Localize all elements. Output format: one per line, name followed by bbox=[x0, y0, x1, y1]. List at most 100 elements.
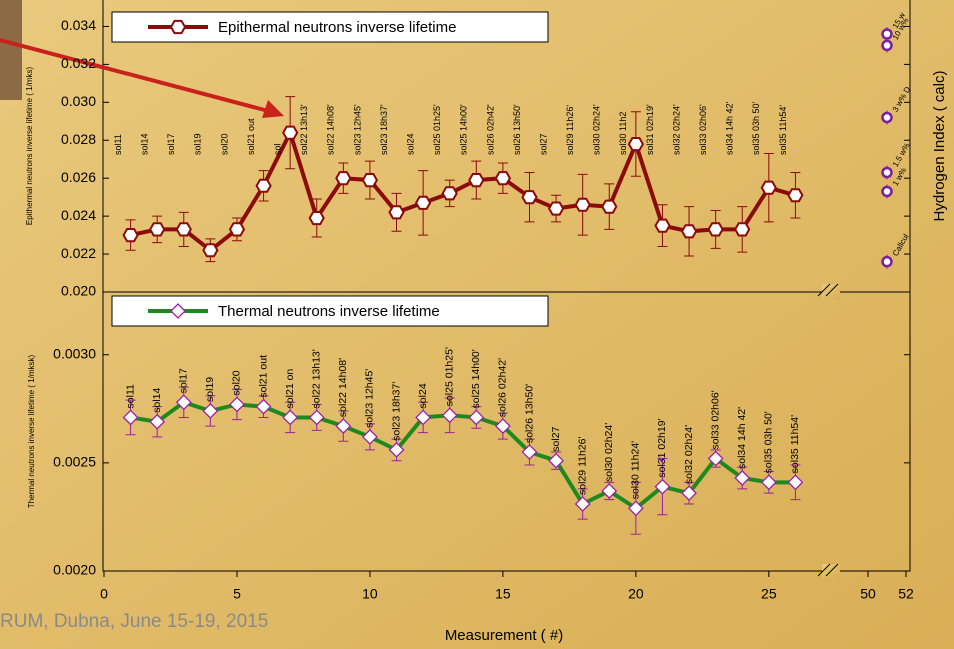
x-tick-label: 10 bbox=[362, 586, 378, 602]
y-tick-label: 0.0030 bbox=[53, 345, 96, 361]
marker bbox=[388, 441, 405, 458]
marker bbox=[441, 186, 458, 201]
calibration-point bbox=[881, 39, 893, 52]
marker bbox=[229, 396, 245, 413]
point-label: sol33 02h06' bbox=[698, 104, 708, 155]
point-label: sol34 14h 42' bbox=[725, 101, 735, 155]
marker bbox=[468, 173, 485, 188]
marker bbox=[335, 418, 352, 435]
marker bbox=[361, 173, 379, 188]
point-label: sol35 03h 50' bbox=[763, 411, 775, 473]
marker bbox=[627, 500, 644, 517]
y-tick-label: 0.022 bbox=[61, 245, 96, 261]
marker bbox=[414, 195, 432, 210]
x-tick-label: 50 bbox=[860, 586, 876, 602]
point-label: sol20 bbox=[231, 370, 243, 395]
marker bbox=[202, 403, 219, 419]
marker bbox=[202, 243, 219, 258]
point-label: sol31 02h19' bbox=[645, 104, 655, 155]
point-label: sol35 11h54' bbox=[789, 415, 801, 473]
marker bbox=[175, 394, 192, 411]
marker bbox=[627, 137, 645, 152]
point-label: sol34 14h 42' bbox=[736, 407, 748, 469]
point-label: sol24 bbox=[405, 133, 415, 155]
point-label: sol26 02h42' bbox=[497, 358, 509, 417]
marker bbox=[521, 190, 538, 205]
calibration-point bbox=[881, 185, 893, 198]
x-axis-title: Measurement ( #) bbox=[445, 627, 563, 644]
point-label: sol30 02h24' bbox=[603, 423, 615, 482]
marker bbox=[122, 409, 139, 426]
x-tick-label: 0 bbox=[100, 586, 108, 602]
point-label: sol33 02h06' bbox=[709, 390, 721, 449]
marker bbox=[175, 222, 192, 237]
point-label: sol bbox=[273, 143, 283, 155]
point-label: sol29 11h26' bbox=[576, 437, 588, 495]
legend-marker bbox=[169, 19, 187, 35]
marker bbox=[547, 201, 565, 216]
point-label: sol26 13h50' bbox=[523, 384, 535, 443]
marker bbox=[521, 444, 538, 460]
marker bbox=[548, 452, 565, 469]
marker bbox=[228, 222, 246, 237]
point-label: sol21 on bbox=[284, 369, 296, 409]
point-label: sol23 12h45' bbox=[364, 369, 376, 428]
point-label: sol30 02h24' bbox=[592, 104, 602, 155]
y-tick-label: 0.024 bbox=[61, 207, 96, 223]
point-label: sol21 out bbox=[246, 118, 256, 155]
marker bbox=[574, 496, 591, 512]
x-tick-label: 5 bbox=[233, 586, 241, 602]
marker bbox=[574, 197, 591, 212]
marker bbox=[415, 409, 432, 426]
point-label: sol22 13h13' bbox=[311, 349, 323, 408]
y-tick-label: 0.028 bbox=[61, 131, 96, 147]
point-label: sol11 bbox=[113, 134, 123, 155]
marker bbox=[787, 188, 804, 203]
point-label: sol30 11h2 bbox=[618, 112, 628, 155]
point-label: sol35 03h 50' bbox=[751, 101, 761, 155]
y-tick-label: 0.030 bbox=[61, 93, 96, 109]
point-label: sol17 bbox=[178, 368, 190, 393]
marker bbox=[601, 483, 618, 499]
legend-label: Thermal neutrons inverse lifetime bbox=[218, 303, 440, 320]
marker bbox=[734, 470, 751, 486]
point-label: sol22 13h13' bbox=[299, 104, 309, 155]
marker bbox=[308, 211, 325, 226]
marker bbox=[707, 222, 724, 237]
marker bbox=[681, 485, 697, 502]
marker bbox=[494, 171, 512, 186]
point-label: sol35 11h54' bbox=[778, 105, 788, 155]
marker bbox=[760, 180, 777, 195]
marker bbox=[734, 222, 751, 237]
point-label: sol19 bbox=[193, 133, 203, 155]
point-label: sol27 bbox=[538, 133, 548, 155]
point-label: sol22 14h08' bbox=[337, 358, 349, 417]
point-label: sol26 13h50' bbox=[512, 104, 522, 155]
x-tick-label: 15 bbox=[495, 586, 511, 602]
marker bbox=[601, 199, 618, 214]
point-label: sol21 out bbox=[257, 355, 269, 398]
arrow bbox=[0, 38, 273, 114]
point-label: sol14 bbox=[151, 388, 163, 413]
point-label: sol14 bbox=[140, 133, 150, 155]
point-label: sol25 01h25' bbox=[432, 104, 442, 155]
marker bbox=[654, 478, 671, 495]
point-label: sol29 11h26' bbox=[565, 105, 575, 155]
marker bbox=[282, 409, 299, 426]
point-label: sol25 14h00' bbox=[470, 349, 482, 408]
marker bbox=[255, 178, 272, 193]
legend-marker bbox=[170, 303, 186, 319]
y-tick-label: 0.032 bbox=[61, 55, 96, 71]
marker bbox=[680, 224, 698, 239]
point-label: sol23 18h37' bbox=[390, 382, 402, 441]
legend-label: Epithermal neutrons inverse lifetime bbox=[218, 19, 456, 36]
axis-break bbox=[817, 283, 840, 578]
marker bbox=[388, 205, 405, 220]
marker bbox=[441, 407, 458, 424]
y-axis-title: Thermal neutrons inverse lifetime ( 1/mk… bbox=[27, 354, 36, 508]
marker bbox=[255, 398, 272, 415]
marker bbox=[149, 222, 166, 237]
point-label: sol25 01h25' bbox=[443, 347, 455, 406]
point-label: sol23 18h37' bbox=[379, 104, 389, 155]
y2-axis-title: Hydrogen Index ( calc) bbox=[931, 71, 948, 222]
